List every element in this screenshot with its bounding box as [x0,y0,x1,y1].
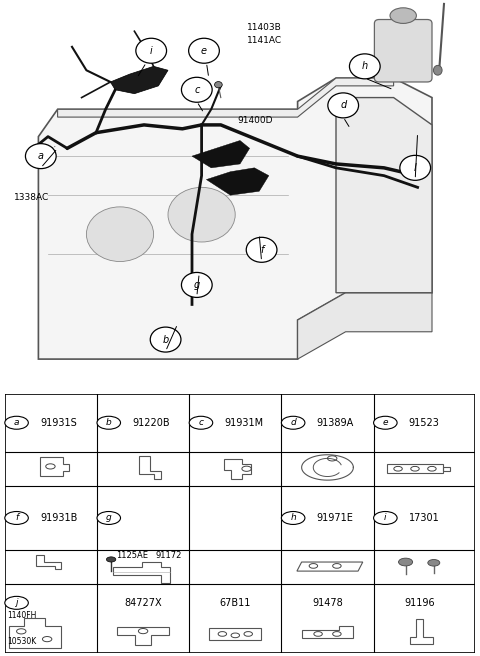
Circle shape [150,327,181,352]
Polygon shape [110,66,168,94]
Text: 91931B: 91931B [40,513,77,523]
Circle shape [181,77,212,102]
Text: g: g [193,280,200,290]
Text: a: a [38,151,44,161]
Circle shape [349,54,380,79]
Text: 91220B: 91220B [132,418,170,428]
Circle shape [168,188,235,242]
Circle shape [328,93,359,118]
Polygon shape [206,168,269,195]
Text: b: b [162,335,169,344]
Polygon shape [336,98,432,293]
Text: 91196: 91196 [404,598,435,608]
Text: i: i [384,514,386,522]
Circle shape [181,272,212,297]
Polygon shape [38,78,432,359]
Circle shape [86,207,154,262]
Polygon shape [298,293,432,359]
Circle shape [428,560,440,566]
Text: a: a [14,419,19,427]
Circle shape [246,237,277,262]
Text: e: e [201,46,207,56]
Text: g: g [106,514,112,522]
Circle shape [400,155,431,180]
Text: f: f [260,245,264,255]
Circle shape [373,417,397,429]
Circle shape [281,417,305,429]
Circle shape [107,557,116,562]
Polygon shape [34,150,43,158]
Text: 10530K: 10530K [7,637,36,646]
Circle shape [281,512,305,524]
Circle shape [5,417,28,429]
Text: 91172: 91172 [156,550,182,560]
Text: b: b [106,419,112,427]
Circle shape [136,38,167,63]
Text: 1141AC: 1141AC [247,37,282,45]
Text: d: d [340,100,347,110]
Text: e: e [383,419,388,427]
Text: c: c [194,85,200,94]
Text: j: j [15,598,18,607]
Ellipse shape [433,66,442,75]
Text: i: i [150,46,153,56]
Circle shape [5,512,28,524]
Circle shape [97,512,120,524]
Text: 11403B: 11403B [247,23,282,32]
Text: 91931M: 91931M [225,418,264,428]
Text: 1338AC: 1338AC [14,193,49,201]
Circle shape [398,558,413,566]
Text: 91931S: 91931S [40,418,77,428]
Text: 91400D: 91400D [238,117,273,125]
Text: 84727X: 84727X [124,598,162,608]
Text: 91478: 91478 [312,598,343,608]
Text: l: l [414,163,417,173]
Polygon shape [58,78,394,117]
Circle shape [25,144,56,169]
FancyBboxPatch shape [374,20,432,82]
Circle shape [189,417,213,429]
Text: 91389A: 91389A [317,418,354,428]
Circle shape [215,81,222,88]
Text: 91971E: 91971E [317,513,354,523]
Text: 1125AE: 1125AE [116,550,148,560]
Circle shape [5,596,28,609]
Circle shape [189,38,219,63]
Polygon shape [192,140,250,168]
Text: h: h [290,514,296,522]
Text: 17301: 17301 [409,513,440,523]
Text: d: d [290,419,296,427]
Text: f: f [15,514,18,522]
Text: 67B11: 67B11 [220,598,251,608]
Circle shape [97,417,120,429]
Circle shape [373,512,397,524]
Text: h: h [362,62,368,72]
Text: c: c [198,419,204,427]
Text: 1140FH: 1140FH [7,611,36,621]
Text: 91523: 91523 [409,418,440,428]
Ellipse shape [390,8,416,24]
